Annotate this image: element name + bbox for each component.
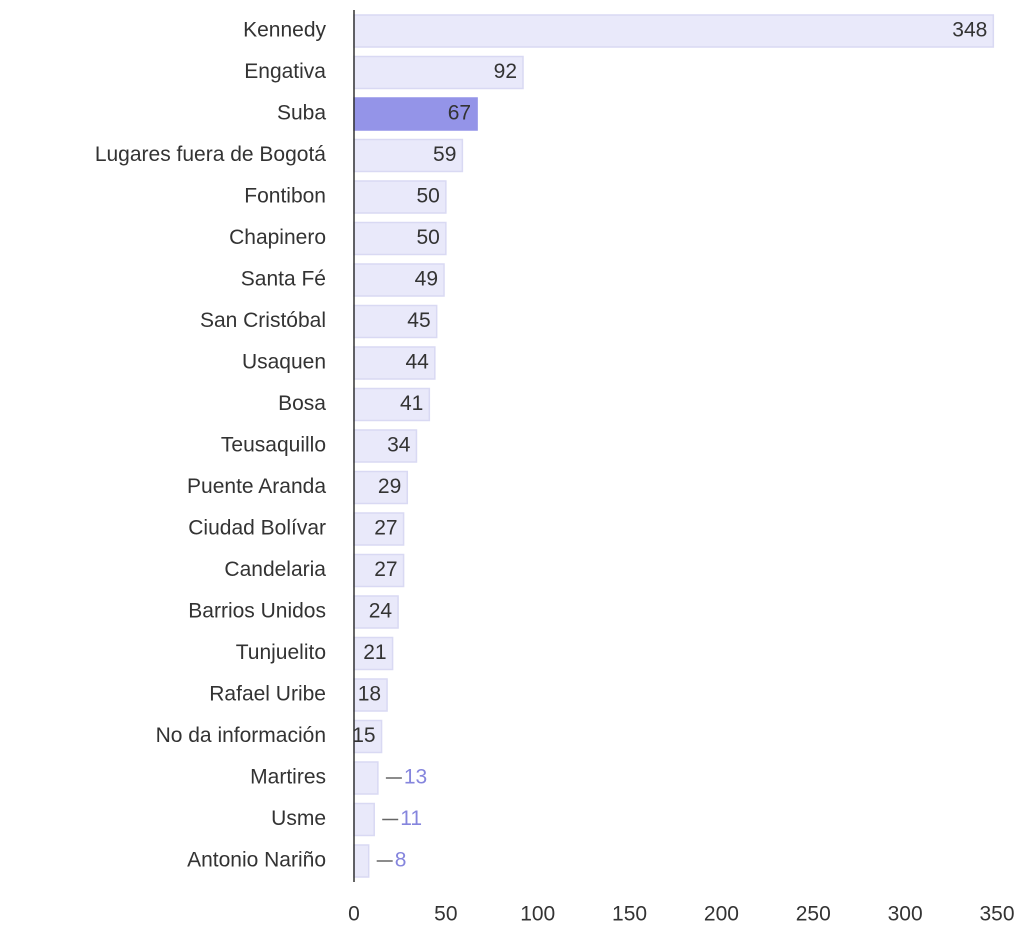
value-label: 41 <box>400 392 423 415</box>
value-label: 59 <box>433 143 456 166</box>
value-label: 49 <box>415 268 438 291</box>
y-tick-label: Bosa <box>278 392 326 415</box>
y-tick-label: Ciudad Bolívar <box>188 517 326 540</box>
bar <box>353 844 370 878</box>
y-tick-label: Usme <box>271 807 326 830</box>
x-tick-label: 300 <box>888 903 923 926</box>
y-tick-label: Chapinero <box>229 226 326 249</box>
value-label: 18 <box>358 683 381 706</box>
bar <box>353 802 375 837</box>
value-label: 15 <box>352 724 375 747</box>
value-label: 29 <box>378 475 401 498</box>
y-tick-label: Tunjuelito <box>236 641 326 664</box>
y-tick-label: Santa Fé <box>241 268 326 291</box>
x-tick-label: 50 <box>434 903 457 926</box>
y-tick-label: No da información <box>156 724 326 747</box>
x-tick-label: 250 <box>796 903 831 926</box>
value-label: 50 <box>416 226 439 249</box>
bar <box>353 221 447 256</box>
y-tick-label: Antonio Nariño <box>187 849 326 872</box>
y-tick-label: Kennedy <box>243 19 326 42</box>
bar <box>353 595 399 629</box>
y-tick-label: Barrios Unidos <box>188 600 326 623</box>
y-tick-label: Usaquen <box>242 351 326 374</box>
bar <box>353 553 405 588</box>
bar <box>353 14 995 48</box>
bar <box>353 761 379 795</box>
y-tick-label: Puente Aranda <box>187 475 326 498</box>
y-tick-label: Suba <box>277 102 326 125</box>
x-tick-label: 0 <box>348 903 360 926</box>
y-tick-label: Rafael Uribe <box>209 683 326 706</box>
bar <box>353 512 405 546</box>
value-label: 50 <box>416 185 439 208</box>
value-label: 348 <box>952 19 987 42</box>
value-label: 21 <box>363 641 386 664</box>
value-label: 45 <box>407 309 430 332</box>
y-tick-label: Candelaria <box>224 558 326 581</box>
value-label: 34 <box>387 434 411 457</box>
value-label: 27 <box>374 517 397 540</box>
y-tick-label: Engativa <box>244 60 326 83</box>
x-tick-label: 350 <box>979 903 1014 926</box>
value-label: 8 <box>395 849 407 872</box>
y-tick-label: San Cristóbal <box>200 309 326 332</box>
value-label: 67 <box>448 102 471 125</box>
bar <box>353 138 464 173</box>
bar <box>353 304 438 339</box>
bar <box>353 97 478 131</box>
y-tick-label: Teusaquillo <box>221 434 326 457</box>
value-label: 13 <box>404 766 427 789</box>
value-label: 11 <box>400 807 422 830</box>
x-tick-label: 200 <box>704 903 739 926</box>
x-tick-label: 150 <box>612 903 647 926</box>
x-tick-label: 100 <box>520 903 555 926</box>
value-label: 24 <box>369 600 393 623</box>
bar <box>353 180 447 214</box>
value-label: 92 <box>494 60 517 83</box>
y-tick-label: Martires <box>250 766 326 789</box>
bar <box>353 470 409 505</box>
y-tick-label: Lugares fuera de Bogotá <box>95 143 326 166</box>
y-tick-label: Fontibon <box>244 185 326 208</box>
value-label: 44 <box>405 351 429 374</box>
value-label: 27 <box>374 558 397 581</box>
